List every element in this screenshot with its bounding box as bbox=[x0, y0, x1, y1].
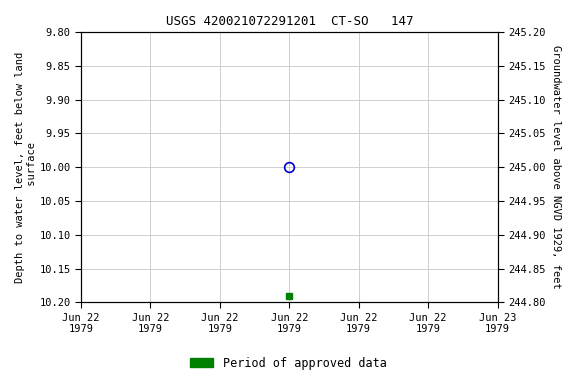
Legend: Period of approved data: Period of approved data bbox=[185, 352, 391, 374]
Title: USGS 420021072291201  CT-SO   147: USGS 420021072291201 CT-SO 147 bbox=[165, 15, 413, 28]
Y-axis label: Groundwater level above NGVD 1929, feet: Groundwater level above NGVD 1929, feet bbox=[551, 45, 561, 289]
Y-axis label: Depth to water level, feet below land
 surface: Depth to water level, feet below land su… bbox=[15, 51, 37, 283]
